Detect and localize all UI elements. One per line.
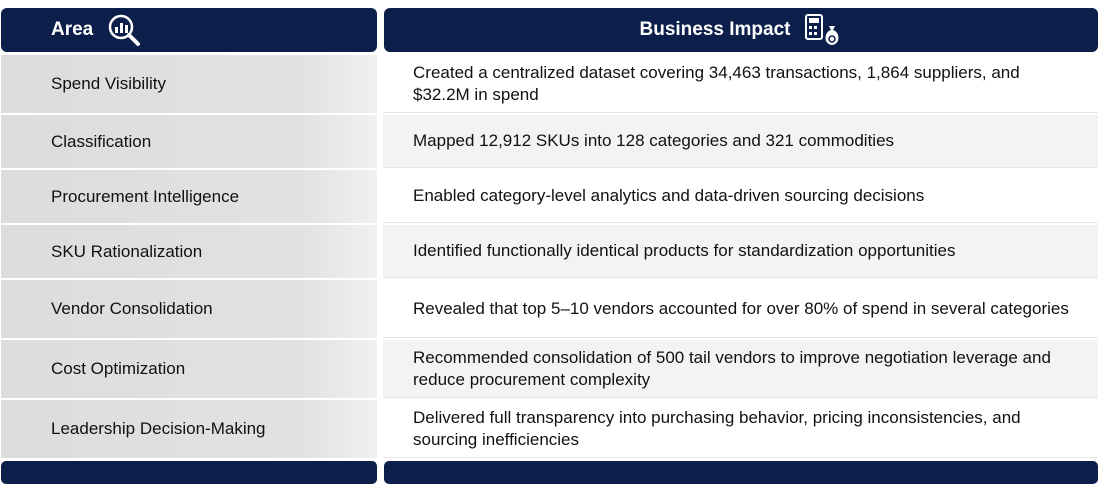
impact-cell: Recommended consolidation of 500 tail ve…	[383, 340, 1098, 398]
footer-bar	[384, 461, 1098, 484]
table-row: Cost Optimization Recommended consolidat…	[1, 340, 1098, 398]
area-cell: Classification	[1, 115, 377, 168]
analytics-icon	[109, 14, 141, 46]
area-cell: SKU Rationalization	[1, 225, 377, 278]
impact-cell: Identified functionally identical produc…	[383, 225, 1098, 278]
area-cell: Procurement Intelligence	[1, 170, 377, 223]
footer-bar	[1, 461, 377, 484]
column-header: Business Impact	[639, 19, 791, 40]
table-row: SKU Rationalization Identified functiona…	[1, 225, 1098, 278]
area-cell: Spend Visibility	[1, 55, 377, 113]
area-cell: Cost Optimization	[1, 340, 377, 398]
impact-cell: Created a centralized dataset covering 3…	[383, 55, 1098, 113]
table-row: Leadership Decision-Making Delivered ful…	[1, 400, 1098, 458]
table-row: Spend Visibility Created a centralized d…	[1, 55, 1098, 113]
table-row: Classification Mapped 12,912 SKUs into 1…	[1, 115, 1098, 168]
finance-icon	[804, 14, 838, 45]
impact-cell: Delivered full transparency into purchas…	[383, 400, 1098, 458]
header-area: Area	[1, 8, 377, 52]
impact-cell: Enabled category-level analytics and dat…	[383, 170, 1098, 223]
impact-cell: Mapped 12,912 SKUs into 128 categories a…	[383, 115, 1098, 168]
column-header: Area	[51, 19, 94, 40]
table-row: Vendor Consolidation Revealed that top 5…	[1, 280, 1098, 338]
impact-cell: Revealed that top 5–10 vendors accounted…	[383, 280, 1098, 338]
header-impact: Business Impact	[384, 8, 1098, 52]
table: Spend Visibility Created a centralized d…	[1, 55, 1098, 458]
area-cell: Vendor Consolidation	[1, 280, 377, 338]
table-row: Procurement Intelligence Enabled categor…	[1, 170, 1098, 223]
area-cell: Leadership Decision-Making	[1, 400, 377, 458]
